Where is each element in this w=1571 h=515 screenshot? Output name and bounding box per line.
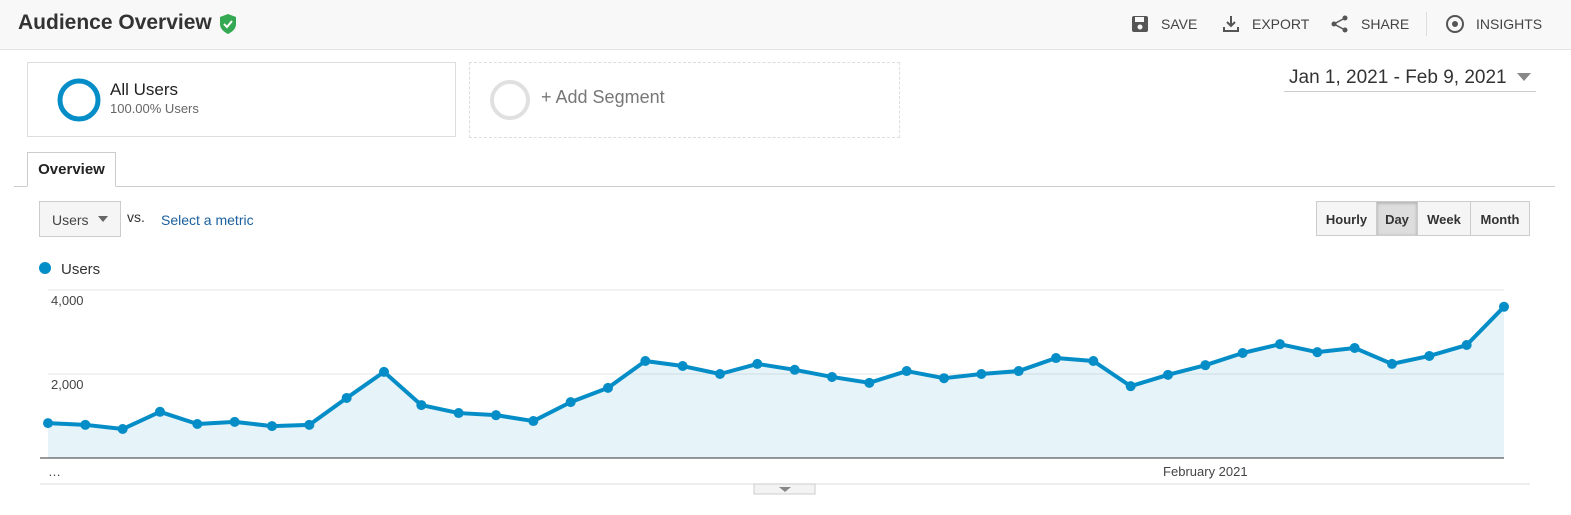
point xyxy=(565,397,576,408)
point xyxy=(1387,358,1397,369)
point xyxy=(976,369,987,379)
point xyxy=(453,408,464,419)
verified-icon xyxy=(220,14,236,34)
segment-name: All Users xyxy=(110,80,179,99)
point xyxy=(827,371,837,382)
segment-detail: 100.00% Users xyxy=(110,101,199,116)
metric-dropdown[interactable] xyxy=(39,201,121,237)
add-segment-ring xyxy=(490,80,530,120)
point xyxy=(1237,348,1248,358)
metric-caret xyxy=(98,216,108,222)
divider xyxy=(1426,12,1427,36)
point xyxy=(752,358,763,369)
date-underline xyxy=(1284,91,1536,92)
date-caret[interactable] xyxy=(1516,72,1532,82)
area xyxy=(48,306,1504,458)
point xyxy=(43,418,53,429)
share-button[interactable]: SHARE xyxy=(1361,16,1410,32)
point xyxy=(901,366,912,377)
point xyxy=(1499,301,1509,312)
x-tick-label: February 2021 xyxy=(1163,464,1248,479)
segment-ring xyxy=(57,78,101,122)
add-segment-card[interactable] xyxy=(469,62,900,138)
segment-card[interactable] xyxy=(27,62,456,137)
x-tick-label: … xyxy=(48,464,61,479)
save-button[interactable]: SAVE xyxy=(1161,16,1198,32)
line xyxy=(47,305,1506,432)
point xyxy=(939,373,949,384)
save-icon[interactable] xyxy=(1131,15,1149,33)
point xyxy=(1424,350,1435,361)
granularity-button[interactable]: Hourly xyxy=(1316,201,1377,236)
point xyxy=(117,424,128,435)
granularity-button[interactable]: Month xyxy=(1470,201,1530,236)
export-button[interactable]: EXPORT xyxy=(1252,16,1310,32)
point xyxy=(491,410,501,421)
point xyxy=(528,416,539,427)
point xyxy=(155,406,165,417)
point xyxy=(267,421,277,432)
point xyxy=(229,416,240,427)
point xyxy=(1275,339,1285,350)
granularity-button[interactable]: Day xyxy=(1376,201,1418,236)
point xyxy=(864,377,875,388)
point xyxy=(192,418,203,429)
page-title: Audience Overview xyxy=(18,11,212,34)
point xyxy=(80,419,91,430)
point xyxy=(1125,381,1136,392)
point xyxy=(677,361,688,372)
legend-marker xyxy=(39,262,51,274)
point xyxy=(1200,360,1211,371)
point xyxy=(1013,366,1024,377)
point xyxy=(1163,369,1173,380)
tab-line xyxy=(14,186,1555,187)
metric-label: Users xyxy=(52,212,89,228)
point xyxy=(379,366,389,377)
select-metric-link[interactable]: Select a metric xyxy=(161,212,254,228)
legend-label: Users xyxy=(61,261,100,278)
point xyxy=(304,419,315,430)
overview-tab[interactable]: Overview xyxy=(27,152,116,187)
insights-icon[interactable] xyxy=(1444,13,1466,35)
point xyxy=(416,400,427,411)
granularity-button[interactable]: Week xyxy=(1417,201,1471,236)
top-bar xyxy=(0,0,1571,50)
vs-label: vs. xyxy=(127,209,145,225)
point xyxy=(1088,355,1099,366)
point xyxy=(789,364,800,375)
point xyxy=(640,355,651,366)
point xyxy=(341,392,352,403)
export-icon[interactable] xyxy=(1222,15,1240,33)
point xyxy=(1051,353,1061,364)
point xyxy=(603,382,613,393)
point xyxy=(715,369,725,379)
add-segment[interactable]: + Add Segment xyxy=(541,87,665,107)
chart: 2,000 4,000 Users … February 2021 xyxy=(39,261,1530,495)
collapse-caret xyxy=(779,487,791,492)
point xyxy=(1312,347,1323,358)
date-range[interactable]: Jan 1, 2021 - Feb 9, 2021 xyxy=(1289,67,1507,88)
y-tick-label: 4,000 xyxy=(51,293,84,308)
point xyxy=(1349,342,1360,353)
insights-button[interactable]: INSIGHTS xyxy=(1476,16,1543,32)
y-tick-label: 2,000 xyxy=(51,377,84,392)
point xyxy=(1461,340,1472,351)
share-icon[interactable] xyxy=(1331,15,1349,33)
